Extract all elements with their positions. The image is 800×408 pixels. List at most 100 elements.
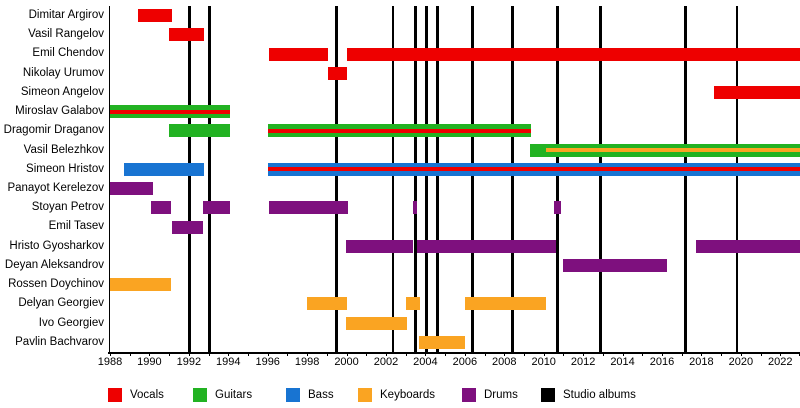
x-axis-tick [248,352,249,356]
album-line [435,6,439,352]
x-axis-tick-label: 2012 [570,356,596,368]
member-name-label: Vasil Belezhkov [23,143,104,156]
timeline-bar-drums [172,220,203,234]
x-axis-tick-label: 2016 [649,356,675,368]
timeline-bar-vocals [714,85,800,99]
timeline-bar-stripe-keyboards [545,148,800,153]
x-axis-tick [543,352,545,356]
x-axis-tick-label: 2020 [728,356,754,368]
timeline-bar-stripe-vocals [267,167,800,172]
x-axis-tick [504,352,506,356]
x-axis-tick [110,352,111,356]
x-axis-tick [425,352,427,356]
timeline-bar-guitars [529,143,546,157]
album-line [510,6,514,352]
x-axis-tick [129,352,131,356]
x-axis-tick [681,352,683,356]
timeline-bar-guitars [267,124,531,138]
timeline-bar-vocals [327,66,347,80]
legend-vocals-label: Vocals [130,389,164,401]
member-name-label: Ivo Georgiev [38,316,104,329]
timeline-bar-vocals [268,47,328,61]
member-name-label: Delyan Georgiev [18,297,104,310]
member-name-label: Deyan Aleksandrov [4,258,104,271]
x-axis-tick [326,352,328,356]
album-line [208,6,211,352]
album-line [735,6,739,352]
legend-guitars-swatch [193,388,207,402]
x-axis-tick [228,352,230,356]
timeline-bar-vocals [169,28,204,42]
legend-keyboards-label: Keyboards [380,389,435,401]
member-name-label: Panayot Kerelezov [7,181,104,194]
timeline-bar-drums [563,258,667,272]
legend-keyboards-swatch [358,388,372,402]
member-name-label: Stoyan Petrov [31,201,104,214]
x-axis-tick [149,352,151,356]
x-axis-tick [740,352,742,356]
x-axis-tick [386,352,387,356]
member-name-label: Simeon Angelov [20,85,104,98]
member-name-label: Rossen Doychinov [8,278,104,291]
legend-albums-label: Studio albums [563,389,636,401]
album-line [425,6,428,352]
member-name-label: Hristo Gyosharkov [9,239,104,252]
album-line [391,6,395,352]
member-name-label: Emil Tasev [48,220,104,233]
album-line [556,6,559,352]
timeline-bar-keyboards [464,297,546,311]
timeline-bar-vocals [346,47,800,61]
x-axis-tick [662,352,663,356]
member-name-label: Pavlin Bachvarov [15,335,104,348]
x-axis-tick [366,352,368,356]
timeline-bar-drums [695,239,800,253]
x-axis-tick-label: 2010 [531,356,556,368]
legend-albums-swatch [541,388,555,402]
timeline-bar-drums [202,201,231,215]
x-axis-tick [622,352,624,356]
x-axis-tick [346,352,348,356]
x-axis-tick-label: 2004 [413,356,438,368]
x-axis-tick-label: 2008 [492,356,517,368]
x-axis-tick-label: 2002 [373,356,399,368]
x-axis-tick-label: 1998 [294,356,320,368]
x-axis-tick-label: 2018 [689,356,714,368]
timeline-bar-keyboards [110,278,172,292]
legend-drums-swatch [462,388,476,402]
x-axis-tick [780,352,782,356]
x-axis-tick-label: 1988 [97,356,123,368]
timeline-bar-drums [412,201,417,215]
album-line [471,6,475,352]
x-axis-tick-label: 1992 [176,356,202,368]
x-axis-tick [583,352,585,356]
album-line [684,6,688,352]
legend-guitars-label: Guitars [215,389,253,401]
plot-area: Dimitar Argirov Vasil Rangelov Emil Chendo… [3,6,800,368]
timeline-bar-keyboards [405,297,420,311]
album-line [335,6,339,352]
legend-bass-swatch [286,388,300,402]
x-axis-tick [464,352,466,356]
timeline-bar-drums [151,201,172,215]
x-axis-line [108,352,800,354]
member-name-label: Dimitar Argirov [28,9,104,21]
album-line [599,6,603,352]
member-name-label: Emil Chendov [32,47,104,60]
legend-bass-label: Bass [308,389,334,401]
x-axis-tick [267,352,269,356]
timeline-bar-guitars [169,124,231,138]
legend-vocals-swatch [108,388,122,402]
x-axis-tick-label: 1994 [216,356,241,368]
x-axis-tick-label: 1996 [255,356,280,368]
x-axis-tick [287,352,289,356]
legend: Vocals Guitars Bass Keyboards Drums Studio al… [0,386,800,406]
timeline-bar-stripe-vocals [267,128,531,133]
timeline-bar-bass [267,162,800,176]
member-name-label: Miroslav Galabov [15,105,104,118]
timeline-bar-drums [345,239,413,253]
x-axis-tick-label: 2022 [768,356,793,368]
member-name-label: Dragomir Draganov [3,124,104,137]
x-axis-tick [701,352,703,356]
timeline-bar-keyboards [418,335,465,349]
